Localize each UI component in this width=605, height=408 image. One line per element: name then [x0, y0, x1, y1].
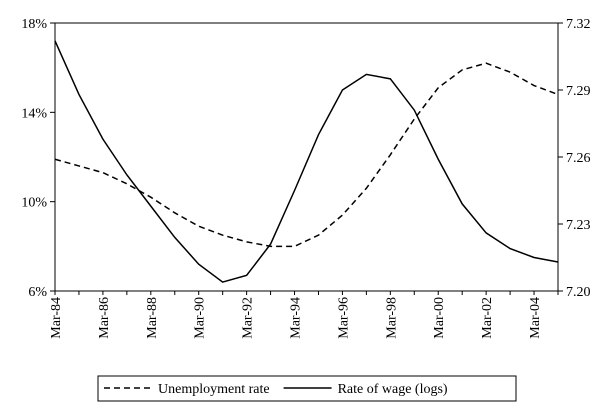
- x-tick-label: Mar-84: [49, 297, 64, 339]
- y2-tick-label: 7.32: [566, 17, 591, 32]
- y-tick-label: 6%: [28, 285, 47, 300]
- y2-tick-label: 7.20: [566, 285, 591, 300]
- x-tick-label: Mar-88: [145, 297, 160, 339]
- x-tick-label: Mar-04: [528, 297, 543, 339]
- data-line: [54, 62, 559, 248]
- x-tick-label: Mar-94: [289, 297, 304, 339]
- y2-tick-label: 7.26: [566, 151, 591, 166]
- data-line: [54, 40, 559, 283]
- x-tick-label: Mar-98: [384, 297, 399, 339]
- x-tick-label: Mar-96: [336, 297, 351, 339]
- legend-label: Rate of wage (logs): [338, 382, 448, 397]
- y2-tick-label: 7.29: [566, 84, 591, 99]
- x-tick-label: Mar-00: [432, 297, 447, 339]
- y-tick-label: 14%: [21, 106, 47, 121]
- x-tick-label: Mar-92: [241, 297, 256, 339]
- x-tick-label: Mar-02: [480, 297, 495, 339]
- y2-tick-label: 7.23: [566, 218, 591, 233]
- y-tick-label: 10%: [21, 196, 47, 211]
- plot-frame: [54, 22, 559, 292]
- x-tick-label: Mar-90: [193, 297, 208, 339]
- y-tick-label: 18%: [21, 17, 47, 32]
- legend-label: Unemployment rate: [158, 382, 270, 397]
- x-tick-label: Mar-86: [97, 297, 112, 339]
